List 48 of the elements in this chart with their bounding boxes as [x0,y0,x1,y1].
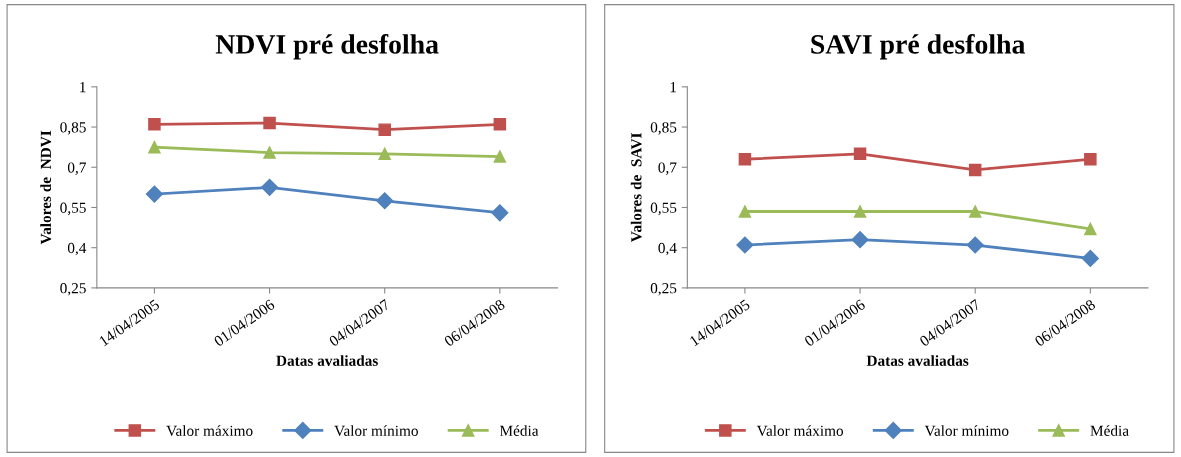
point [968,163,982,177]
x-axis-title: Datas avaliadas [866,355,969,366]
y-tick-label: 0,4 [658,242,677,256]
legend-label: Valor mínimo [924,425,1009,437]
point [148,118,161,131]
point [1081,249,1099,267]
point [968,205,982,218]
point [738,152,752,166]
point [966,236,984,254]
y-tick-label: 0,85 [650,122,677,135]
point [493,118,507,131]
point [263,146,276,159]
point [851,231,869,249]
point [378,147,391,161]
legend-label: Valor mínimo [334,425,418,437]
chart-title: NDVI pré desfolha [215,33,439,60]
point [1084,152,1097,166]
y-tick-label: 0,4 [67,242,87,256]
y-tick-label: 1 [670,82,677,93]
point [148,140,161,154]
legend-label: Média [499,425,539,436]
legend-label: Valor máximo [756,425,844,437]
point [853,205,867,218]
y-tick-label: 0,25 [60,283,86,296]
point [378,123,391,136]
y-axis-title: Valores de NDVI [40,130,52,245]
point [376,192,394,210]
point [1084,222,1097,236]
y-tick-label: 0,25 [650,283,677,296]
point [263,116,276,130]
y-tick-label: 0,55 [650,202,677,216]
x-axis-title: Datas avaliadas [276,355,378,366]
point [493,150,507,163]
legend-label: Média [1090,425,1129,436]
y-tick-label: 0,7 [658,162,677,175]
point [491,204,509,222]
y-tick-label: 0,55 [60,202,86,216]
y-tick-label: 0,85 [60,122,86,135]
point [736,236,754,254]
point [853,147,867,161]
y-axis-title: Valores de SAVI [630,133,642,243]
point [145,185,163,203]
y-tick-label: 0,7 [67,162,86,175]
point [738,205,752,218]
chart-title: SAVI pré desfolha [811,33,1026,60]
point [261,178,279,196]
y-tick-label: 1 [80,82,86,93]
legend-label: Valor máximo [166,425,253,437]
